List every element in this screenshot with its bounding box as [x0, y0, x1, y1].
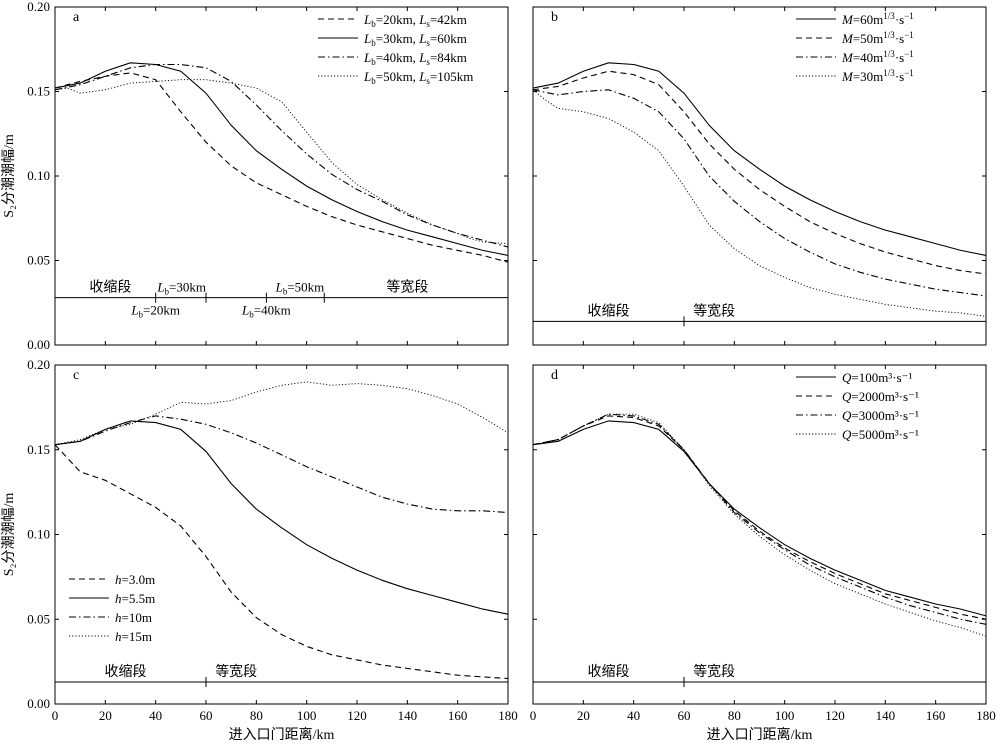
legend-label-4: Q=5000m³·s⁻¹ — [842, 427, 919, 442]
series-line-1 — [54, 444, 509, 680]
y-tick-label: 0.05 — [27, 253, 50, 268]
x-axis-title: 进入口门距离/km — [707, 726, 813, 743]
series-line-3 — [54, 63, 509, 248]
boundary-label: Lb=50km — [275, 280, 325, 297]
boundary-label: Lb=40km — [241, 303, 291, 320]
boundary-label: Lb=30km — [156, 280, 206, 297]
series-line-4 — [54, 381, 509, 446]
legend: Lb=20km, Ls=42km Lb=30km, Ls=60km Lb=40km,… — [318, 12, 473, 86]
x-tick-label: 80 — [250, 708, 263, 723]
series-line-1 — [54, 72, 509, 263]
series-line-2 — [532, 415, 987, 620]
equal-width-zone-label: 等宽段 — [693, 302, 735, 319]
boundary-label: Lb=20km — [130, 303, 180, 320]
x-tick-label: 160 — [926, 708, 946, 723]
x-tick-label: 120 — [347, 708, 367, 723]
x-tick-label: 40 — [149, 708, 162, 723]
y-tick-label: 0.05 — [27, 611, 50, 626]
legend: M=60m1/3·s−1 M=50m1/3·s−1 M=40m1/3·s−1 M=30… — [796, 11, 914, 84]
x-tick-label: 140 — [876, 708, 896, 723]
panel-b: b 收缩段 等宽段 M=60m1/3·s−1 M=50m1/3·s−1 M=40m1/3·… — [532, 6, 987, 346]
panel-letter: a — [73, 10, 80, 25]
contraction-zone-label: 收缩段 — [588, 303, 630, 319]
y-tick-label: 0.00 — [27, 696, 50, 711]
series-line-2 — [532, 70, 987, 275]
x-tick-label: 100 — [775, 708, 795, 723]
x-tick-label: 160 — [448, 708, 468, 723]
x-tick-label: 120 — [825, 708, 845, 723]
plot-frame — [54, 364, 509, 705]
panel-c: 0.00 0.05 0.10 0.15 0.20 0 20 40 60 80 100 120 140 16… — [1, 357, 518, 743]
legend-label-2: Q=2000m³·s⁻¹ — [842, 389, 919, 404]
series-line-2 — [54, 62, 509, 256]
series-line-3 — [532, 89, 987, 297]
y-tick-label: 0.20 — [27, 357, 50, 372]
series-line-4 — [54, 79, 509, 245]
series-line-1 — [532, 420, 987, 617]
legend-label-3: Lb=40km, Ls=84km — [363, 50, 467, 67]
panel-letter: c — [73, 368, 79, 383]
legend-label-2: Lb=30km, Ls=60km — [363, 31, 467, 48]
legend-label-4: h=15m — [115, 629, 152, 644]
legend-label-1: Q=100m³·s⁻¹ — [842, 370, 912, 385]
y-tick-label: 0.15 — [27, 84, 50, 99]
x-tick-label: 40 — [627, 708, 640, 723]
x-tick-label: 60 — [200, 708, 213, 723]
x-tick-label: 140 — [398, 708, 418, 723]
legend-label-4: Lb=50km, Ls=105km — [363, 69, 473, 86]
x-tick-label: 20 — [577, 708, 590, 723]
legend-label-3: Q=3000m³·s⁻¹ — [842, 408, 919, 423]
series-line-3 — [54, 415, 509, 514]
x-axis-title: 进入口门距离/km — [229, 726, 335, 743]
series-line-2 — [54, 420, 509, 615]
y-tick-label: 0.10 — [27, 527, 50, 542]
panel-letter: d — [551, 368, 558, 383]
legend-label-1: Lb=20km, Ls=42km — [363, 12, 467, 29]
x-tick-label: 180 — [498, 708, 518, 723]
equal-width-zone-label: 等宽段 — [215, 663, 257, 680]
legend-label-2: h=5.5m — [115, 591, 155, 606]
contraction-zone-label: 收缩段 — [588, 664, 630, 680]
legend-label-2: M=50m1/3·s−1 — [841, 30, 914, 46]
legend-label-1: h=3.0m — [115, 572, 155, 587]
panel-letter: b — [551, 10, 558, 25]
y-tick-label: 0.20 — [27, 0, 50, 14]
x-tick-label: 180 — [976, 708, 996, 723]
x-tick-label: 0 — [52, 708, 59, 723]
x-tick-label: 60 — [678, 708, 691, 723]
x-tick-label: 20 — [99, 708, 112, 723]
equal-width-zone-label: 等宽段 — [386, 279, 428, 296]
y-axis-title: S₂分潮潮幅/m — [1, 134, 17, 218]
x-tick-label: 80 — [728, 708, 741, 723]
y-tick-label: 0.10 — [27, 168, 50, 183]
equal-width-zone-label: 等宽段 — [693, 663, 735, 680]
x-tick-label: 100 — [297, 708, 317, 723]
plot-frame — [532, 6, 987, 346]
legend-label-3: M=40m1/3·s−1 — [841, 49, 914, 65]
y-axis-title: S₂分潮潮幅/m — [1, 493, 17, 577]
legend-label-4: M=30m1/3·s−1 — [841, 68, 914, 84]
y-tick-label: 0.00 — [27, 337, 50, 352]
series-line-4 — [532, 89, 987, 317]
panel-d: 0 20 40 60 80 100 120 140 160 180 d 进入口门距离/km 收缩段 等宽段… — [530, 364, 996, 743]
series-line-3 — [532, 413, 987, 625]
legend-label-1: M=60m1/3·s−1 — [841, 11, 914, 27]
legend: Q=100m³·s⁻¹ Q=2000m³·s⁻¹ Q=3000m³·s⁻¹ Q=500… — [796, 370, 919, 442]
x-tick-label: 0 — [530, 708, 537, 723]
legend: h=3.0m h=5.5m h=10m h=15m — [69, 572, 155, 644]
contraction-zone-label: 收缩段 — [104, 664, 146, 680]
series-line-1 — [532, 62, 987, 256]
panel-a: 0.00 0.05 0.10 0.15 0.20 a S₂分潮潮幅/m 收缩段 等宽段 Lb=20… — [1, 0, 509, 352]
y-tick-label: 0.15 — [27, 442, 50, 457]
contraction-zone-label: 收缩段 — [89, 280, 131, 296]
legend-label-3: h=10m — [115, 610, 152, 625]
